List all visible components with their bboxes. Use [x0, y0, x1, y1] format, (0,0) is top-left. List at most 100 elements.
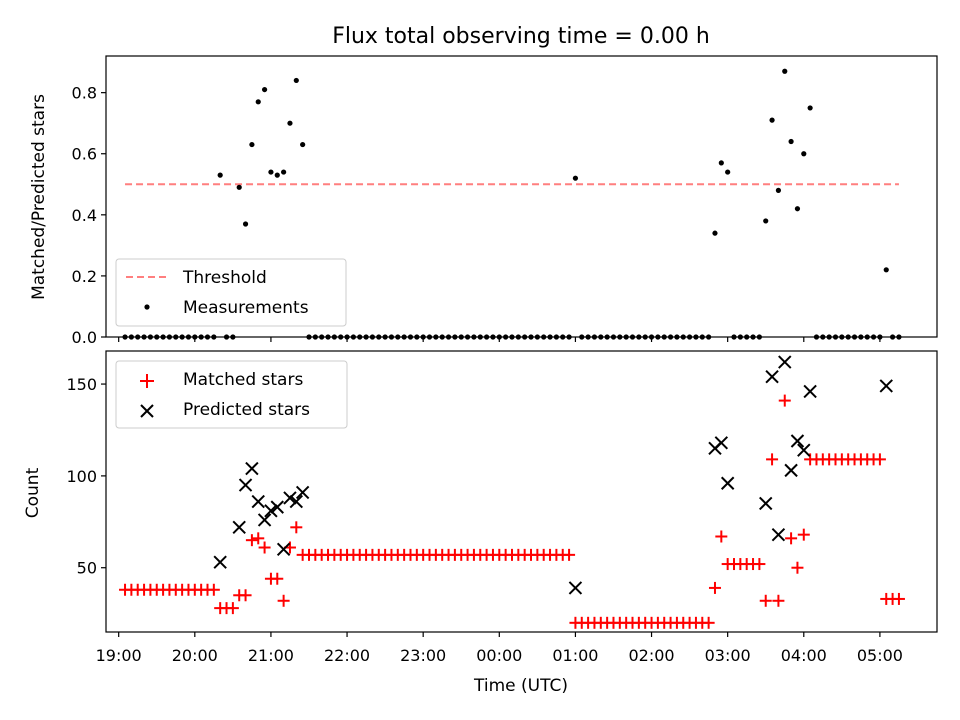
predicted-star-point — [295, 485, 310, 500]
predicted-star-point — [568, 581, 583, 595]
matched-star-point — [772, 594, 785, 607]
measurement-point — [572, 175, 579, 181]
predicted-star-point — [264, 504, 278, 518]
matched-star-point — [715, 530, 728, 543]
y-tick-label: 0.0 — [72, 328, 97, 347]
matched-star-point — [245, 534, 258, 547]
top-marks — [122, 68, 902, 340]
measurement-point — [249, 141, 255, 148]
figure-title: Flux total observing time = 0.00 h — [332, 24, 710, 49]
y-tick-label: 0.2 — [72, 267, 97, 286]
top-y-ticks: 0.0 0.2 0.4 0.6 0.8 — [72, 84, 106, 347]
bottom-legend-box — [115, 360, 348, 429]
legend-matched-swatch — [140, 374, 154, 388]
matched-star-point — [759, 594, 772, 607]
measurement-point — [712, 230, 718, 236]
matched-star-point — [753, 558, 766, 571]
legend-measurements-label: Measurements — [183, 298, 309, 318]
bottom-x-ticks: 19:00 20:00 21:00 22:00 23:00 00:00 01:00 02:00… — [96, 632, 903, 665]
predicted-star-point — [879, 379, 893, 393]
y-tick-label: 100 — [66, 467, 97, 486]
matched-star-point — [290, 521, 303, 534]
measurement-point — [300, 141, 306, 148]
predicted-star-point — [759, 496, 773, 511]
matched-star-point — [207, 583, 220, 596]
top-panel: 0.00.20.40.60.8 Matched/Predicted stars … — [29, 55, 938, 347]
top-legend: Threshold Measurements — [115, 258, 347, 327]
measurement-point — [883, 267, 889, 273]
bottom-legend: Matched stars Predicted stars — [115, 360, 348, 429]
measurement-point — [261, 86, 268, 93]
predicted-star-point — [232, 520, 246, 535]
matched-star-point — [271, 572, 284, 585]
measurement-point — [769, 117, 775, 123]
measurement-point — [801, 151, 807, 157]
measurement-point — [236, 184, 242, 190]
x-axis-label: Time (UTC) — [473, 676, 568, 696]
measurement-point — [268, 169, 274, 175]
matched-star-point — [708, 581, 721, 594]
predicted-star-point — [276, 542, 291, 557]
predicted-star-point — [289, 494, 304, 509]
predicted-star-point — [213, 555, 227, 569]
bottom-marks — [119, 355, 905, 629]
predicted-star-point — [283, 491, 297, 505]
matched-star-point — [785, 532, 798, 545]
measurement-point — [274, 172, 280, 178]
matched-star-point — [277, 594, 290, 607]
measurement-point — [293, 77, 299, 84]
predicted-star-point — [238, 478, 253, 492]
x-tick-label: 23:00 — [400, 646, 446, 665]
y-tick-label: 150 — [66, 375, 97, 394]
measurement-point — [763, 218, 769, 224]
predicted-star-point — [784, 463, 798, 478]
x-tick-label: 04:00 — [781, 646, 827, 665]
predicted-star-point — [778, 355, 792, 369]
measurement-point — [255, 99, 261, 105]
y-tick-label: 0.4 — [72, 206, 97, 225]
measurement-point — [775, 187, 782, 193]
predicted-star-point — [803, 384, 817, 399]
x-tick-label: 02:00 — [628, 646, 674, 665]
top-legend-box — [115, 258, 347, 327]
predicted-star-point — [720, 476, 735, 490]
top-y-axis-label: Matched/Predicted stars — [29, 94, 49, 300]
y-tick-label: 0.6 — [72, 145, 97, 164]
bottom-y-axis-label: Count — [23, 467, 43, 518]
matched-star-point — [239, 589, 252, 602]
predicted-star-point — [797, 443, 811, 457]
predicted-star-point — [790, 434, 805, 448]
top-plot-frame — [105, 55, 938, 338]
measurement-point — [287, 120, 293, 126]
predicted-star-point — [771, 527, 786, 542]
bottom-plot-frame — [105, 350, 938, 633]
measurement-point — [217, 172, 223, 178]
x-tick-label: 01:00 — [552, 646, 598, 665]
matched-star-point — [226, 602, 239, 615]
x-tick-label: 21:00 — [248, 646, 294, 665]
measurement-point — [718, 160, 724, 166]
bottom-panel: 50 100 150 19:00 20:00 21:00 22:00 23:00 00:00 0… — [23, 350, 938, 696]
legend-threshold-label: Threshold — [182, 268, 267, 288]
measurement-point — [782, 68, 788, 74]
legend-matched-label: Matched stars — [183, 370, 303, 390]
matched-star-point — [797, 528, 810, 541]
matched-star-point — [563, 548, 576, 561]
matched-star-point — [873, 453, 886, 466]
predicted-star-point — [714, 436, 729, 450]
predicted-star-point — [245, 461, 259, 476]
predicted-star-point — [765, 370, 779, 384]
measurement-point — [794, 206, 801, 212]
x-tick-label: 05:00 — [857, 646, 903, 665]
x-tick-label: 00:00 — [476, 646, 522, 665]
y-tick-label: 50 — [77, 559, 97, 578]
matched-star-point — [252, 532, 265, 545]
bottom-y-ticks: 50 100 150 — [66, 375, 106, 578]
x-tick-label: 20:00 — [172, 646, 218, 665]
legend-predicted-swatch — [140, 404, 154, 418]
matched-star-point — [791, 561, 804, 574]
matched-star-point — [778, 394, 791, 407]
predicted-star-point — [270, 500, 284, 514]
predicted-star-point — [251, 494, 265, 509]
